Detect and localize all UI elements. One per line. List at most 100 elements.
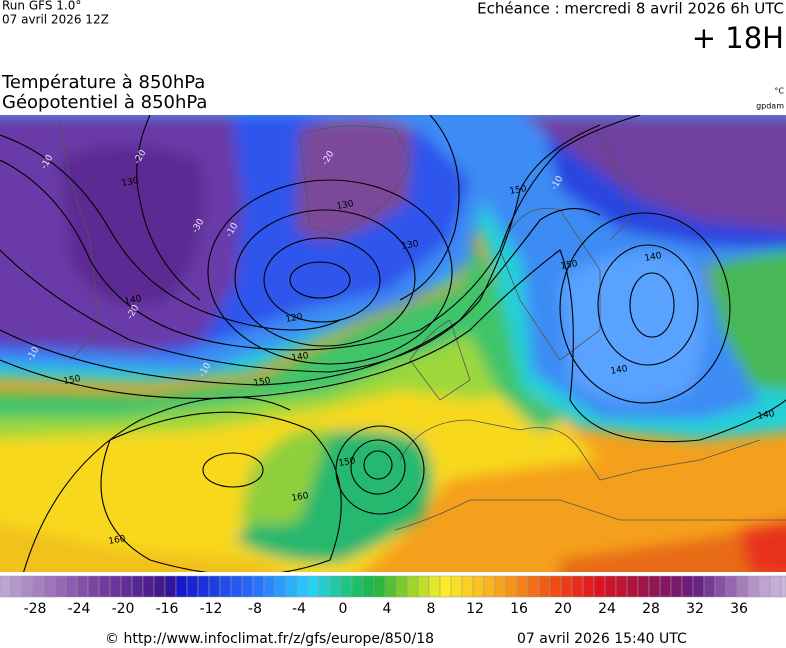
contour-label: 140 bbox=[644, 251, 663, 264]
colorbar-cell bbox=[241, 575, 254, 598]
colorbar-cell bbox=[461, 575, 474, 598]
colorbar-cell bbox=[329, 575, 342, 598]
colorbar-cell bbox=[780, 575, 786, 598]
contour-label: 130 bbox=[121, 176, 140, 189]
colorbar-cell bbox=[538, 575, 551, 598]
colorbar-cell bbox=[197, 575, 210, 598]
colorbar-cell bbox=[296, 575, 309, 598]
colorbar-tick-label: -8 bbox=[248, 601, 262, 617]
colorbar-cell bbox=[681, 575, 694, 598]
colorbar-cell bbox=[252, 575, 265, 598]
colorbar-cell bbox=[186, 575, 199, 598]
colorbar-cell bbox=[692, 575, 705, 598]
unit-geopotential: gpdam bbox=[756, 102, 784, 111]
colorbar-cell bbox=[340, 575, 353, 598]
colorbar-cell bbox=[472, 575, 485, 598]
contour-label: 140 bbox=[124, 294, 143, 307]
colorbar-cell bbox=[153, 575, 166, 598]
colorbar-cell bbox=[285, 575, 298, 598]
colorbar-tick-label: -16 bbox=[156, 601, 179, 617]
footer-generated: 07 avril 2026 15:40 UTC bbox=[517, 631, 687, 647]
contour-label: 140 bbox=[610, 364, 629, 377]
colorbar-cell bbox=[351, 575, 364, 598]
lead-time: + 18H bbox=[692, 21, 784, 55]
colorbar-cell bbox=[582, 575, 595, 598]
colorbar-cell bbox=[758, 575, 771, 598]
colorbar-tick-label: -28 bbox=[24, 601, 47, 617]
colorbar-cell bbox=[560, 575, 573, 598]
colorbar-cell bbox=[604, 575, 617, 598]
colorbar-tick-label: 16 bbox=[510, 601, 528, 617]
colorbar-cell bbox=[637, 575, 650, 598]
contour-label: 120 bbox=[285, 312, 304, 325]
colorbar-tick-label: 20 bbox=[554, 601, 572, 617]
colorbar-cell bbox=[626, 575, 639, 598]
colorbar-cell bbox=[527, 575, 540, 598]
colorbar-cell bbox=[98, 575, 111, 598]
colorbar-tick-label: -12 bbox=[200, 601, 223, 617]
colorbar-cell bbox=[516, 575, 529, 598]
colorbar-cell bbox=[373, 575, 386, 598]
colorbar-cell bbox=[384, 575, 397, 598]
colorbar-tick-label: 36 bbox=[730, 601, 748, 617]
run-label: Run GFS 1.0° bbox=[2, 0, 81, 13]
contour-label: 150 bbox=[509, 184, 528, 197]
colorbar-tick-label: 4 bbox=[383, 601, 392, 617]
contour-label: 140 bbox=[757, 409, 776, 422]
colorbar-cell bbox=[736, 575, 749, 598]
contour-label: 150 bbox=[253, 376, 272, 389]
geopotential-contours bbox=[0, 115, 786, 572]
colorbar-cell bbox=[43, 575, 56, 598]
colorbar-cell bbox=[670, 575, 683, 598]
colorbar-cell bbox=[164, 575, 177, 598]
colorbar-cell bbox=[219, 575, 232, 598]
colorbar-tick-label: 24 bbox=[598, 601, 616, 617]
colorbar-cell bbox=[274, 575, 287, 598]
colorbar-cell bbox=[0, 575, 12, 598]
colorbar-tick-label: 32 bbox=[686, 601, 704, 617]
contour-label: 150 bbox=[338, 456, 357, 469]
colorbar-cell bbox=[659, 575, 672, 598]
colorbar-cell bbox=[395, 575, 408, 598]
contour-label: 130 bbox=[336, 199, 355, 212]
colorbar-cell bbox=[483, 575, 496, 598]
colorbar-cell bbox=[87, 575, 100, 598]
contour-label: 160 bbox=[108, 534, 127, 547]
colorbar-cell bbox=[747, 575, 760, 598]
colorbar-cell bbox=[109, 575, 122, 598]
colorbar-cell bbox=[714, 575, 727, 598]
contour-label: 150 bbox=[560, 259, 579, 272]
colorbar-cell bbox=[142, 575, 155, 598]
contour-label: 160 bbox=[291, 491, 310, 504]
colorbar-cell bbox=[439, 575, 452, 598]
colorbar-tick-label: 12 bbox=[466, 601, 484, 617]
colorbar-cell bbox=[549, 575, 562, 598]
colorbar-cell bbox=[703, 575, 716, 598]
colorbar-tick-label: 0 bbox=[339, 601, 348, 617]
colorbar-cell bbox=[10, 575, 23, 598]
colorbar-cell bbox=[54, 575, 67, 598]
colorbar-cell bbox=[208, 575, 221, 598]
title-geopotential: Géopotentiel à 850hPa bbox=[2, 92, 207, 113]
colorbar-cell bbox=[417, 575, 430, 598]
colorbar: -28 -24 -20 -16 -12 -8 -4 0 4 8 12 16 20 24 28 32 36 bbox=[0, 575, 786, 617]
colorbar-cell bbox=[769, 575, 782, 598]
contour-label: 130 bbox=[401, 239, 420, 252]
contour-label: 140 bbox=[291, 351, 310, 364]
colorbar-tick-label: -24 bbox=[68, 601, 91, 617]
colorbar-cell bbox=[131, 575, 144, 598]
forecast-time: Echéance : mercredi 8 avril 2026 6h UTC bbox=[477, 0, 784, 18]
unit-temperature: °C bbox=[774, 87, 784, 96]
colorbar-tick-label: 28 bbox=[642, 601, 660, 617]
colorbar-cell bbox=[32, 575, 45, 598]
colorbar-cell bbox=[571, 575, 584, 598]
colorbar-cell bbox=[428, 575, 441, 598]
colorbar-tick-label: 8 bbox=[427, 601, 436, 617]
colorbar-cell bbox=[648, 575, 661, 598]
colorbar-cell bbox=[175, 575, 188, 598]
colorbar-cell bbox=[505, 575, 518, 598]
colorbar-cell bbox=[593, 575, 606, 598]
colorbar-cell bbox=[263, 575, 276, 598]
